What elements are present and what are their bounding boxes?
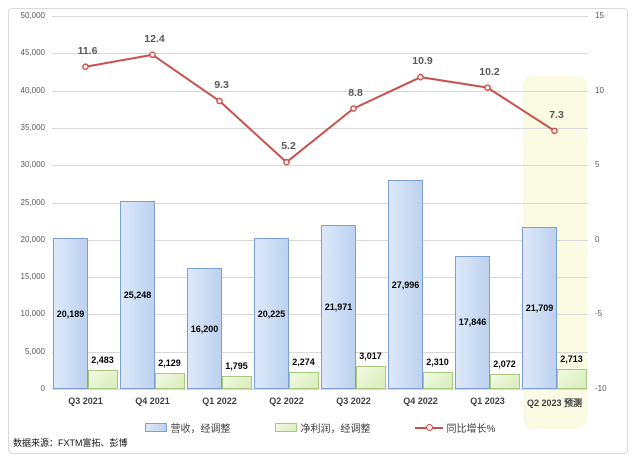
net-profit-swatch-icon <box>274 422 297 432</box>
left-axis-tick: 45,000 <box>20 48 45 58</box>
category-label: Q1 2022 <box>202 396 237 406</box>
category-label: Q3 2022 <box>336 396 371 406</box>
category-label: Q4 2021 <box>135 396 170 406</box>
growth-point-label: 12.4 <box>144 32 165 45</box>
growth-point-label: 9.3 <box>214 79 229 92</box>
net-profit-bar-value: 2,310 <box>426 356 449 367</box>
left-axis-tick: 15,000 <box>20 272 45 282</box>
net-profit-bar <box>222 375 252 389</box>
net-profit-bar <box>88 370 118 389</box>
gridline <box>52 53 588 55</box>
left-axis-tick: 35,000 <box>20 122 45 132</box>
revenue-bar-value: 17,846 <box>458 317 487 328</box>
gridline <box>52 16 588 17</box>
gridline <box>52 202 588 204</box>
revenue-bar-value: 25,248 <box>123 289 152 300</box>
yoy-line-swatch-icon <box>414 423 443 432</box>
left-axis-tick: 40,000 <box>20 85 45 95</box>
left-axis-tick: 25,000 <box>20 197 45 207</box>
gridline <box>52 90 588 92</box>
net-profit-bar-value: 3,017 <box>359 351 382 362</box>
growth-point-marker <box>350 105 357 112</box>
left-axis-tick: 20,000 <box>20 234 45 244</box>
gridline <box>52 165 588 167</box>
legend-revenue-label: 营收，经调整 <box>170 423 231 435</box>
legend-item-revenue: 营收，经调整 <box>144 420 231 435</box>
revenue-bar-value: 21,971 <box>324 302 353 313</box>
growth-point-marker <box>283 158 290 166</box>
revenue-bar-value: 20,225 <box>257 308 286 319</box>
gridline <box>52 389 588 390</box>
revenue-bar-value: 21,709 <box>525 303 554 314</box>
growth-point-label: 10.2 <box>479 65 500 78</box>
net-profit-bar <box>356 366 386 389</box>
net-profit-bar-value: 2,129 <box>158 358 181 369</box>
left-axis-tick: 5,000 <box>24 346 45 356</box>
revenue-bar <box>120 200 155 389</box>
legend-item-net-profit: 净利润，经调整 <box>274 420 371 435</box>
growth-point-marker <box>216 97 223 105</box>
category-label: Q1 2023 <box>470 396 505 406</box>
net-profit-bar-value: 2,713 <box>560 353 583 364</box>
left-axis-tick: 30,000 <box>20 160 45 170</box>
net-profit-bar <box>423 371 453 389</box>
left-axis-tick: 10,000 <box>20 309 45 319</box>
revenue-bar <box>321 225 356 389</box>
source-note: 数据来源：FXTM富拓、彭博 <box>13 438 128 448</box>
revenue-swatch-icon <box>144 422 167 432</box>
growth-point-label: 11.6 <box>77 44 98 57</box>
right-axis-tick: 10 <box>595 85 604 95</box>
gridline <box>52 239 588 241</box>
growth-point-marker <box>484 84 491 91</box>
growth-point-marker <box>417 73 424 81</box>
net-profit-bar <box>557 368 587 389</box>
right-axis-tick: -10 <box>595 384 607 393</box>
revenue-bar-value: 20,189 <box>56 308 85 319</box>
net-profit-bar-value: 2,072 <box>493 358 516 369</box>
category-label: Q2 2023 预测 <box>526 398 583 408</box>
growth-point-marker <box>82 63 89 71</box>
revenue-bar-value: 16,200 <box>190 323 219 334</box>
legend-net-profit-label: 净利润，经调整 <box>300 423 371 435</box>
net-profit-bar <box>490 373 520 389</box>
right-axis-tick: -5 <box>595 309 603 319</box>
right-axis-tick: 5 <box>595 160 600 170</box>
growth-point-label: 7.3 <box>549 108 564 121</box>
net-profit-bar <box>155 373 185 389</box>
net-profit-bar-value: 2,274 <box>292 357 315 368</box>
left-axis-tick: 50,000 <box>20 11 45 20</box>
legend-item-yoy-growth: 同比增长% <box>414 420 496 435</box>
growth-point-label: 8.8 <box>348 86 363 99</box>
revenue-bar <box>455 255 490 389</box>
growth-point-label: 10.9 <box>412 55 433 68</box>
gridline <box>52 314 588 316</box>
net-profit-bar <box>289 372 319 389</box>
left-axis-tick: 0 <box>40 384 45 393</box>
net-profit-bar-value: 2,483 <box>91 355 114 366</box>
category-label: Q4 2022 <box>403 396 438 406</box>
growth-point-label: 5.2 <box>281 140 296 153</box>
revenue-bar-value: 27,996 <box>391 279 420 290</box>
revenue-bar <box>522 227 557 389</box>
right-axis-tick: 0 <box>595 234 600 244</box>
net-profit-bar-value: 1,795 <box>225 360 248 371</box>
gridline <box>52 127 588 129</box>
growth-point-marker <box>149 51 156 59</box>
revenue-bar <box>388 180 423 389</box>
legend: 营收，经调整 净利润，经调整 同比增长% <box>52 419 588 435</box>
revenue-bar <box>53 238 88 389</box>
legend-yoy-label: 同比增长% <box>446 423 496 435</box>
category-label: Q3 2021 <box>68 396 103 406</box>
gridline <box>52 351 588 353</box>
revenue-bar <box>254 238 289 389</box>
revenue-bar <box>187 268 222 389</box>
gridline <box>52 277 588 279</box>
growth-point-marker <box>551 127 558 135</box>
category-label: Q2 2022 <box>269 396 304 406</box>
right-axis-tick: 15 <box>595 11 604 20</box>
